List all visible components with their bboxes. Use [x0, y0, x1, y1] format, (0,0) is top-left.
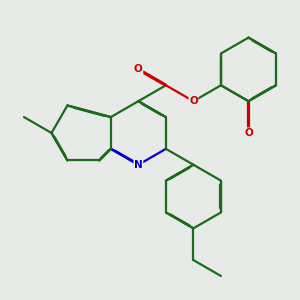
Text: O: O	[134, 64, 143, 74]
Text: O: O	[189, 96, 198, 106]
Text: O: O	[244, 128, 253, 138]
Text: N: N	[134, 160, 143, 170]
